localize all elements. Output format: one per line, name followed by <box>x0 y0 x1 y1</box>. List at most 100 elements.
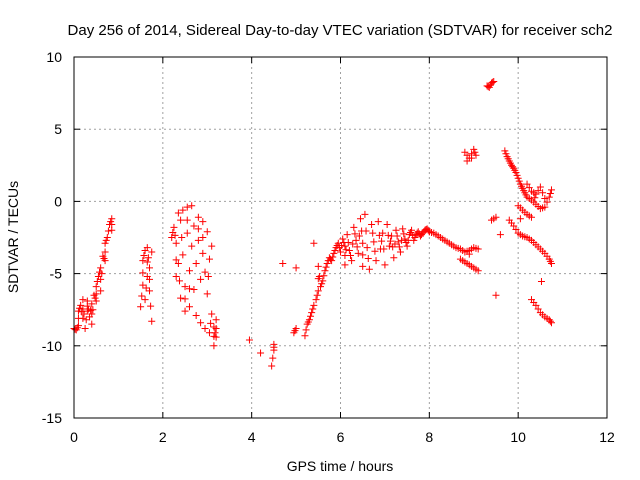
data-point <box>348 257 356 265</box>
data-point <box>355 232 363 240</box>
data-point <box>205 255 213 263</box>
data-point <box>197 319 205 327</box>
data-point <box>190 222 198 230</box>
data-point <box>345 246 353 254</box>
data-point <box>314 287 322 295</box>
data-point <box>146 275 154 283</box>
data-point <box>330 249 338 257</box>
data-point <box>212 316 220 324</box>
data-point <box>363 244 371 252</box>
data-point <box>245 336 253 344</box>
data-point <box>525 184 533 192</box>
data-point <box>408 226 416 234</box>
data-point <box>171 231 179 239</box>
data-point <box>83 297 91 305</box>
data-point <box>346 252 354 260</box>
data-point <box>337 248 344 256</box>
data-point <box>359 251 367 259</box>
data-point <box>138 292 146 300</box>
data-point <box>102 236 110 244</box>
data-point <box>331 246 339 254</box>
data-point <box>97 264 105 272</box>
data-point <box>390 254 398 262</box>
data-point <box>178 234 186 241</box>
data-point <box>381 261 389 269</box>
data-point <box>268 362 276 370</box>
data-point <box>362 227 370 235</box>
data-point <box>201 324 209 332</box>
data-point <box>103 234 111 241</box>
data-point <box>527 213 535 221</box>
data-point <box>302 326 310 334</box>
data-point <box>396 248 404 256</box>
data-point <box>319 277 327 285</box>
data-point <box>314 262 322 270</box>
data-point <box>385 242 393 250</box>
data-point <box>343 231 351 239</box>
data-point <box>470 145 478 153</box>
data-point <box>352 236 360 244</box>
data-point <box>318 280 326 288</box>
data-point <box>384 231 392 239</box>
data-point <box>394 238 402 246</box>
data-point <box>411 234 419 241</box>
data-point <box>97 287 105 295</box>
data-point <box>203 290 211 298</box>
data-point <box>301 332 309 340</box>
data-point <box>401 235 409 243</box>
data-point <box>539 189 547 197</box>
data-point <box>515 177 523 185</box>
data-point <box>514 174 522 182</box>
data-point <box>513 171 521 179</box>
data-point <box>531 194 539 202</box>
data-point <box>344 239 352 247</box>
data-point <box>510 222 518 230</box>
plot-frame <box>73 56 608 419</box>
data-point <box>79 314 87 322</box>
data-point <box>386 237 394 245</box>
data-point <box>77 301 85 309</box>
data-point <box>463 157 471 165</box>
data-point <box>465 250 473 258</box>
data-point <box>172 239 180 247</box>
data-point <box>356 215 364 223</box>
data-point <box>395 243 403 251</box>
y-tick-label: 5 <box>54 121 62 137</box>
data-point <box>310 301 318 309</box>
data-point <box>313 291 321 299</box>
y-axis-label: SDTVAR / TECUs <box>5 181 21 293</box>
data-point <box>183 203 191 211</box>
data-point <box>199 249 207 257</box>
data-point <box>143 258 151 266</box>
data-point <box>92 290 100 298</box>
data-point <box>393 232 401 240</box>
data-point <box>471 148 479 156</box>
data-point <box>547 259 555 267</box>
data-point <box>190 285 198 293</box>
data-point <box>212 333 220 341</box>
data-point <box>179 206 187 214</box>
data-point <box>512 226 520 234</box>
data-point <box>148 248 156 256</box>
data-point <box>107 218 115 226</box>
data-point <box>144 254 152 262</box>
data-point <box>210 342 218 350</box>
data-point <box>399 225 407 233</box>
data-point <box>349 240 357 248</box>
data-point <box>547 186 555 194</box>
data-point <box>146 264 154 272</box>
y-tick-label: 0 <box>54 193 62 209</box>
data-point <box>492 213 500 221</box>
data-point <box>359 239 367 247</box>
data-point <box>546 189 554 197</box>
chart-title: Day 256 of 2014, Sidereal Day-to-day VTE… <box>68 22 613 39</box>
data-point <box>368 221 376 229</box>
data-point <box>183 229 191 237</box>
data-point <box>474 267 482 275</box>
data-point <box>403 242 411 250</box>
data-point <box>208 310 216 318</box>
data-point <box>185 285 193 293</box>
data-point <box>496 231 504 239</box>
data-point <box>181 307 189 315</box>
